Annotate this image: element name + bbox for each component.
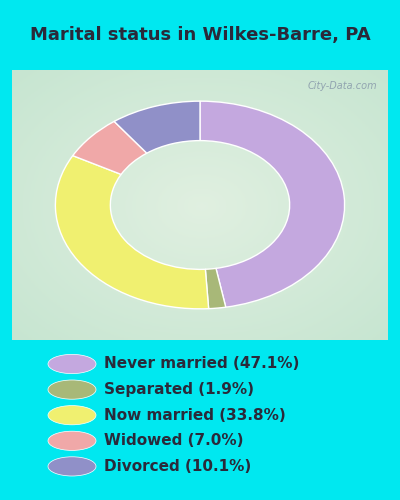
Text: Separated (1.9%): Separated (1.9%) (104, 382, 254, 397)
Text: City-Data.com: City-Data.com (307, 81, 377, 91)
Circle shape (48, 431, 96, 450)
Text: Divorced (10.1%): Divorced (10.1%) (104, 459, 251, 474)
Circle shape (48, 380, 96, 399)
Circle shape (48, 457, 96, 476)
Wedge shape (114, 101, 200, 153)
Wedge shape (73, 122, 147, 174)
Wedge shape (55, 156, 209, 309)
Wedge shape (205, 268, 226, 308)
Circle shape (48, 406, 96, 425)
Text: Now married (33.8%): Now married (33.8%) (104, 408, 286, 422)
Circle shape (48, 354, 96, 374)
Text: Marital status in Wilkes-Barre, PA: Marital status in Wilkes-Barre, PA (30, 26, 370, 44)
Text: Widowed (7.0%): Widowed (7.0%) (104, 434, 244, 448)
Text: Never married (47.1%): Never married (47.1%) (104, 356, 299, 372)
Wedge shape (200, 101, 345, 307)
